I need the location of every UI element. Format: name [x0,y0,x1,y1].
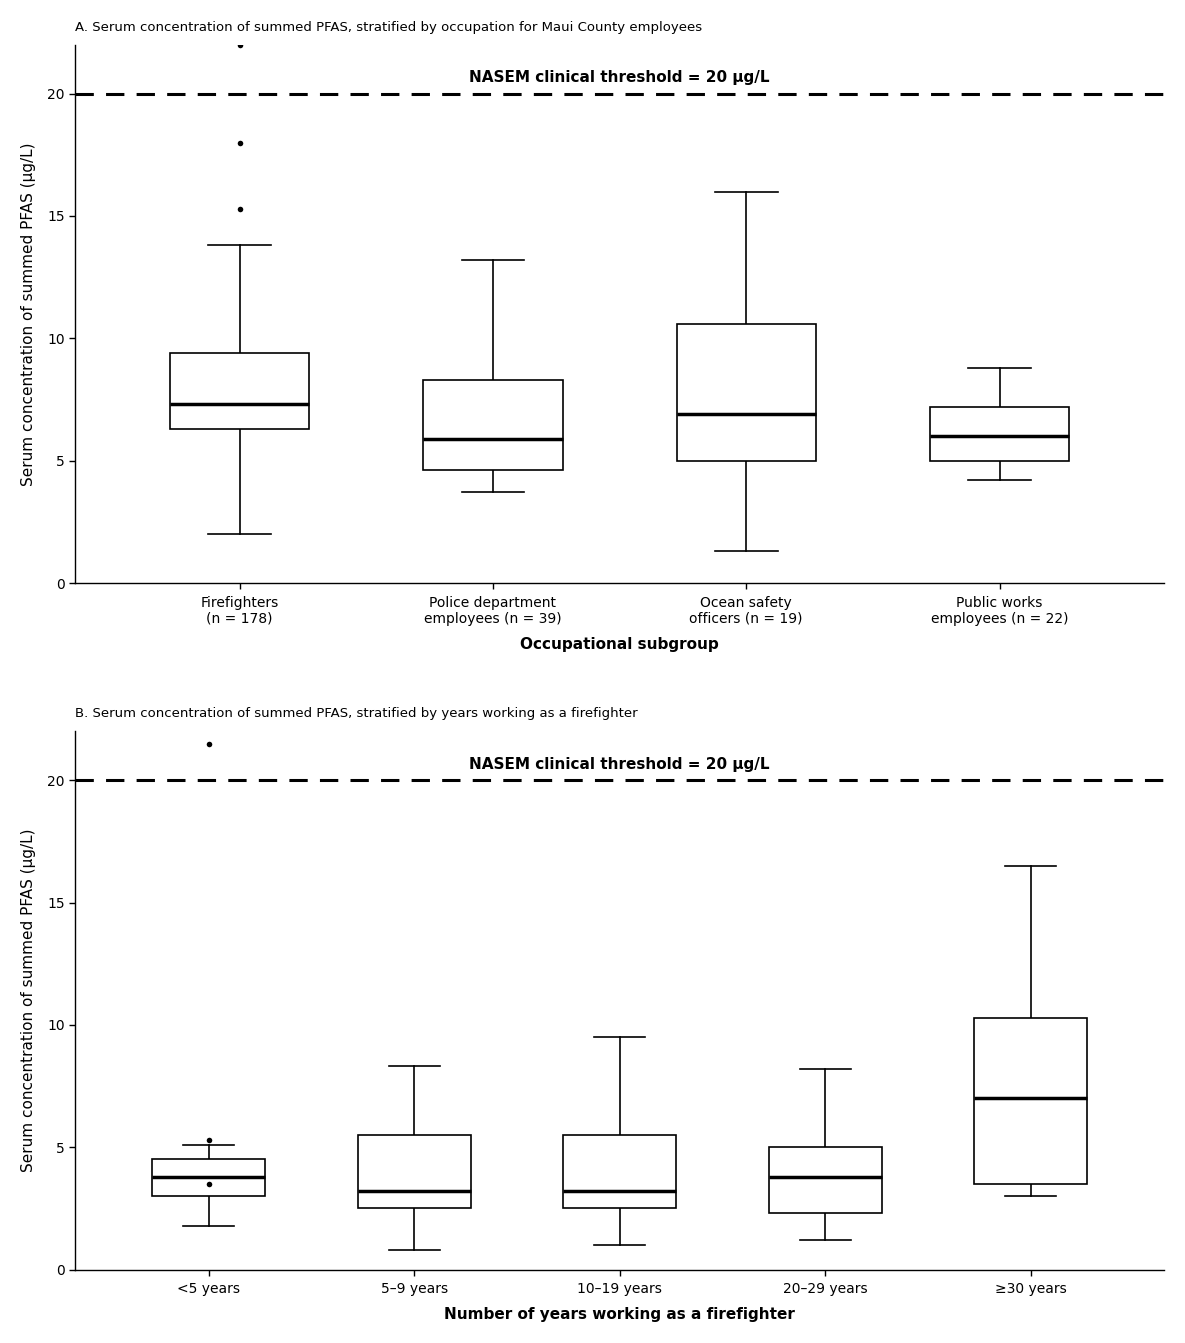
Y-axis label: Serum concentration of summed PFAS (μg/L): Serum concentration of summed PFAS (μg/L… [21,829,36,1172]
Bar [358,1135,470,1209]
X-axis label: Occupational subgroup: Occupational subgroup [520,637,719,651]
Text: NASEM clinical threshold = 20 μg/L: NASEM clinical threshold = 20 μg/L [469,756,770,772]
Bar [974,1018,1087,1185]
Text: B. Serum concentration of summed PFAS, stratified by years working as a firefigh: B. Serum concentration of summed PFAS, s… [75,708,638,720]
Bar [930,407,1069,461]
Bar [769,1147,882,1213]
X-axis label: Number of years working as a firefighter: Number of years working as a firefighter [444,1307,795,1322]
Bar [169,353,309,428]
Bar [152,1159,265,1197]
Bar [563,1135,677,1209]
Y-axis label: Serum concentration of summed PFAS (μg/L): Serum concentration of summed PFAS (μg/L… [21,142,36,486]
Bar [423,380,563,470]
Text: A. Serum concentration of summed PFAS, stratified by occupation for Maui County : A. Serum concentration of summed PFAS, s… [75,21,702,34]
Text: NASEM clinical threshold = 20 μg/L: NASEM clinical threshold = 20 μg/L [469,70,770,85]
Bar [677,324,816,461]
